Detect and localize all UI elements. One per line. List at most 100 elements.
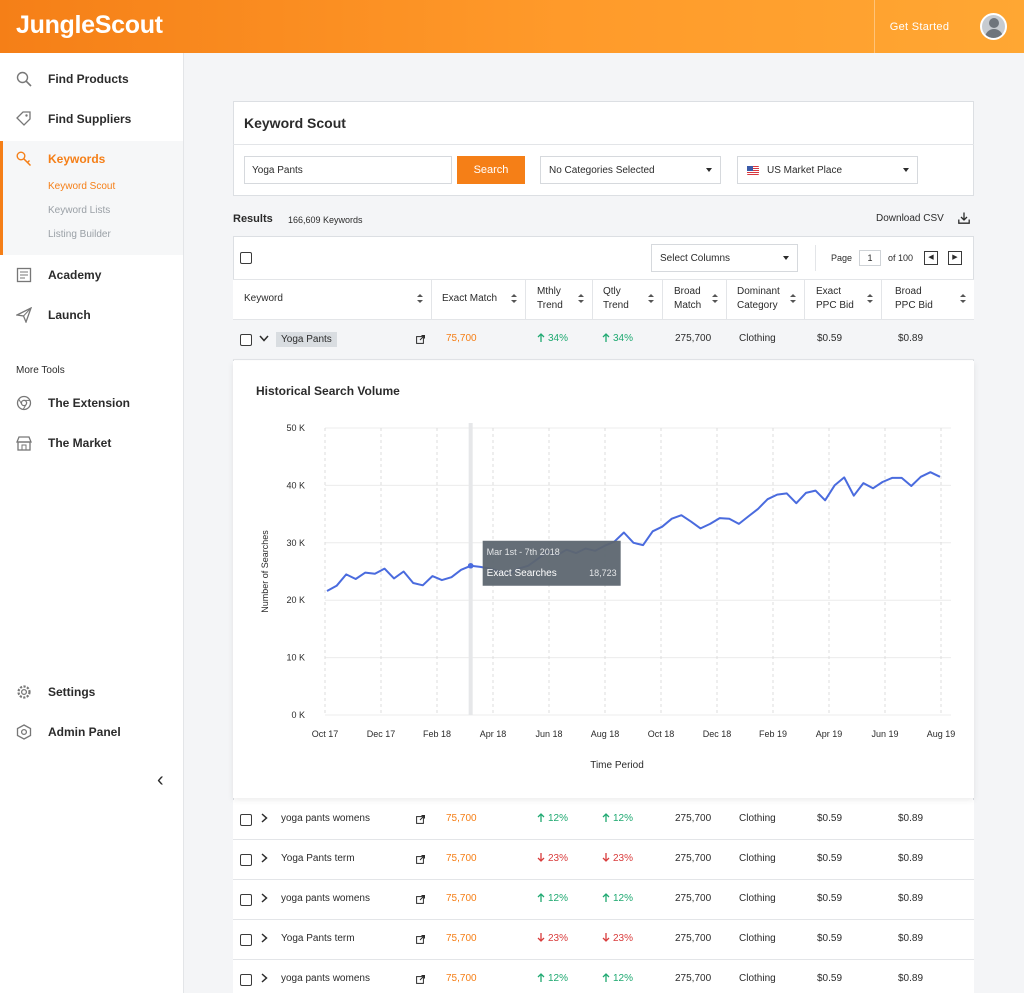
table-row[interactable]: Yoga Pants term 75,700 23% 23% 275,700 Clothi… xyxy=(233,840,974,880)
search-button[interactable]: Search xyxy=(457,156,525,184)
sidebar-item-academy[interactable]: Academy xyxy=(0,255,183,295)
trend-down-icon xyxy=(602,933,610,942)
header-exact-ppc-bid[interactable]: Exact PPC Bid xyxy=(816,285,854,313)
table-row[interactable]: yoga pants womens 75,700 12% 12% 275,700 Clot… xyxy=(233,800,974,840)
header-qtly-trend[interactable]: Qtly Trend xyxy=(603,285,629,313)
collapse-sidebar-button[interactable]: ‹ xyxy=(157,769,164,791)
sort-icon[interactable] xyxy=(511,294,517,304)
exact-match-cell: 75,700 xyxy=(446,333,477,344)
chevron-right-icon[interactable] xyxy=(260,893,268,903)
get-started-button[interactable]: Get Started xyxy=(874,0,964,53)
search-volume-chart[interactable]: 0 K 10 K 20 K 30 K 40 K 50 K Oct 17 Dec 17 Feb 1… xyxy=(233,400,974,785)
external-link-icon[interactable] xyxy=(416,335,425,344)
row-checkbox[interactable] xyxy=(240,934,252,946)
prev-page-button[interactable]: ◀ xyxy=(924,251,938,265)
header-line: Match xyxy=(674,300,702,311)
tooltip-series: Exact Searches xyxy=(487,568,557,579)
y-tick-label: 0 K xyxy=(291,710,305,720)
page-label: Page xyxy=(831,253,853,263)
chevron-right-icon[interactable] xyxy=(260,813,268,823)
sidebar-item-settings[interactable]: Settings xyxy=(0,672,183,712)
trend-up-icon xyxy=(537,333,545,342)
keyword-cell: yoga pants womens xyxy=(281,893,370,904)
avatar[interactable] xyxy=(980,13,1007,40)
sidebar-item-launch[interactable]: Launch xyxy=(0,295,183,335)
sort-icon[interactable] xyxy=(790,294,796,304)
row-checkbox[interactable] xyxy=(240,894,252,906)
y-tick-label: 20 K xyxy=(286,595,305,605)
page-number-input[interactable]: 1 xyxy=(859,250,881,266)
select-columns-dropdown[interactable]: Select Columns xyxy=(651,244,798,272)
broad-ppc-bid-cell: $0.89 xyxy=(898,933,924,944)
table-row[interactable]: Yoga Pants term 75,700 23% 23% 275,700 Clothi… xyxy=(233,920,974,960)
table-row[interactable]: yoga pants womens 75,700 12% 12% 275,700 Clot… xyxy=(233,880,974,920)
external-link-icon[interactable] xyxy=(416,855,425,864)
exact-match-cell: 75,700 xyxy=(446,973,477,984)
categories-select[interactable]: No Categories Selected xyxy=(540,156,721,184)
sort-icon[interactable] xyxy=(960,294,966,304)
chevron-down-icon xyxy=(903,168,909,172)
chevron-right-icon[interactable] xyxy=(260,853,268,863)
external-link-icon[interactable] xyxy=(416,975,425,984)
external-link-icon[interactable] xyxy=(416,815,425,824)
sidebar-subitem-listing-builder[interactable]: Listing Builder xyxy=(48,229,111,240)
broad-match-cell: 275,700 xyxy=(675,853,712,864)
mthly-trend-cell: 12% xyxy=(537,973,568,984)
sort-icon[interactable] xyxy=(417,294,423,304)
category-cell: Clothing xyxy=(739,933,776,944)
tooltip-value: 18,723 xyxy=(589,568,617,578)
header-keyword[interactable]: Keyword xyxy=(244,293,283,304)
hover-band xyxy=(468,423,473,715)
series-line xyxy=(326,471,941,592)
y-tick-label: 30 K xyxy=(286,538,305,548)
tag-icon xyxy=(16,111,31,126)
chevron-right-icon[interactable] xyxy=(260,933,268,943)
chevron-down-icon[interactable] xyxy=(259,335,269,342)
sidebar-item-label: Admin Panel xyxy=(48,725,121,739)
sidebar-item-the-market[interactable]: The Market xyxy=(0,423,183,463)
sidebar-item-find-products[interactable]: Find Products xyxy=(0,59,183,99)
external-link-icon[interactable] xyxy=(416,935,425,944)
header-mthly-trend[interactable]: Mthly Trend xyxy=(537,285,563,313)
table-row[interactable]: Yoga Pants 75,700 34% 34% 275,700 Clothing $0.… xyxy=(233,320,974,360)
row-checkbox[interactable] xyxy=(240,814,252,826)
sidebar-item-admin-panel[interactable]: Admin Panel xyxy=(0,712,183,752)
sidebar-item-the-extension[interactable]: The Extension xyxy=(0,383,183,423)
sidebar-subitem-keyword-scout[interactable]: Keyword Scout xyxy=(48,181,116,192)
table-row[interactable]: yoga pants womens 75,700 12% 12% 275,700 Clot… xyxy=(233,960,974,993)
sort-icon[interactable] xyxy=(578,294,584,304)
row-checkbox[interactable] xyxy=(240,974,252,986)
header-dominant-category[interactable]: Dominant Category xyxy=(737,285,780,313)
sidebar-item-find-suppliers[interactable]: Find Suppliers xyxy=(0,99,183,139)
sort-icon[interactable] xyxy=(648,294,654,304)
row-checkbox[interactable] xyxy=(240,854,252,866)
qtly-trend-value: 12% xyxy=(613,973,634,984)
select-all-checkbox[interactable] xyxy=(240,252,252,264)
select-columns-label: Select Columns xyxy=(660,252,731,264)
market-select[interactable]: US Market Place xyxy=(737,156,918,184)
sort-icon[interactable] xyxy=(867,294,873,304)
header-broad-ppc-bid[interactable]: Broad PPC Bid xyxy=(895,285,933,313)
chevron-right-icon[interactable] xyxy=(260,973,268,983)
header-exact-match[interactable]: Exact Match xyxy=(442,293,498,304)
external-link-icon[interactable] xyxy=(416,895,425,904)
highlight-point xyxy=(467,562,474,569)
column-divider xyxy=(881,280,882,319)
y-axis-label: Number of Searches xyxy=(260,530,270,613)
mthly-trend-cell: 23% xyxy=(537,853,568,864)
header-broad-match[interactable]: Broad Match xyxy=(674,285,701,313)
app-logo[interactable]: JungleScout xyxy=(16,11,163,39)
sort-icon[interactable] xyxy=(712,294,718,304)
header-line: PPC Bid xyxy=(895,300,933,311)
row-checkbox[interactable] xyxy=(240,334,252,346)
sidebar-item-keywords[interactable]: Keywords xyxy=(0,139,183,179)
y-tick-label: 40 K xyxy=(286,480,305,490)
exact-ppc-bid-cell: $0.59 xyxy=(817,933,843,944)
next-page-button[interactable]: ▶ xyxy=(948,251,962,265)
download-csv-button[interactable]: Download CSV xyxy=(876,213,944,224)
search-input[interactable]: Yoga Pants xyxy=(244,156,452,184)
mthly-trend-cell: 12% xyxy=(537,893,568,904)
download-icon[interactable] xyxy=(958,212,970,224)
market-select-value: US Market Place xyxy=(767,164,843,176)
sidebar-subitem-keyword-lists[interactable]: Keyword Lists xyxy=(48,205,111,216)
